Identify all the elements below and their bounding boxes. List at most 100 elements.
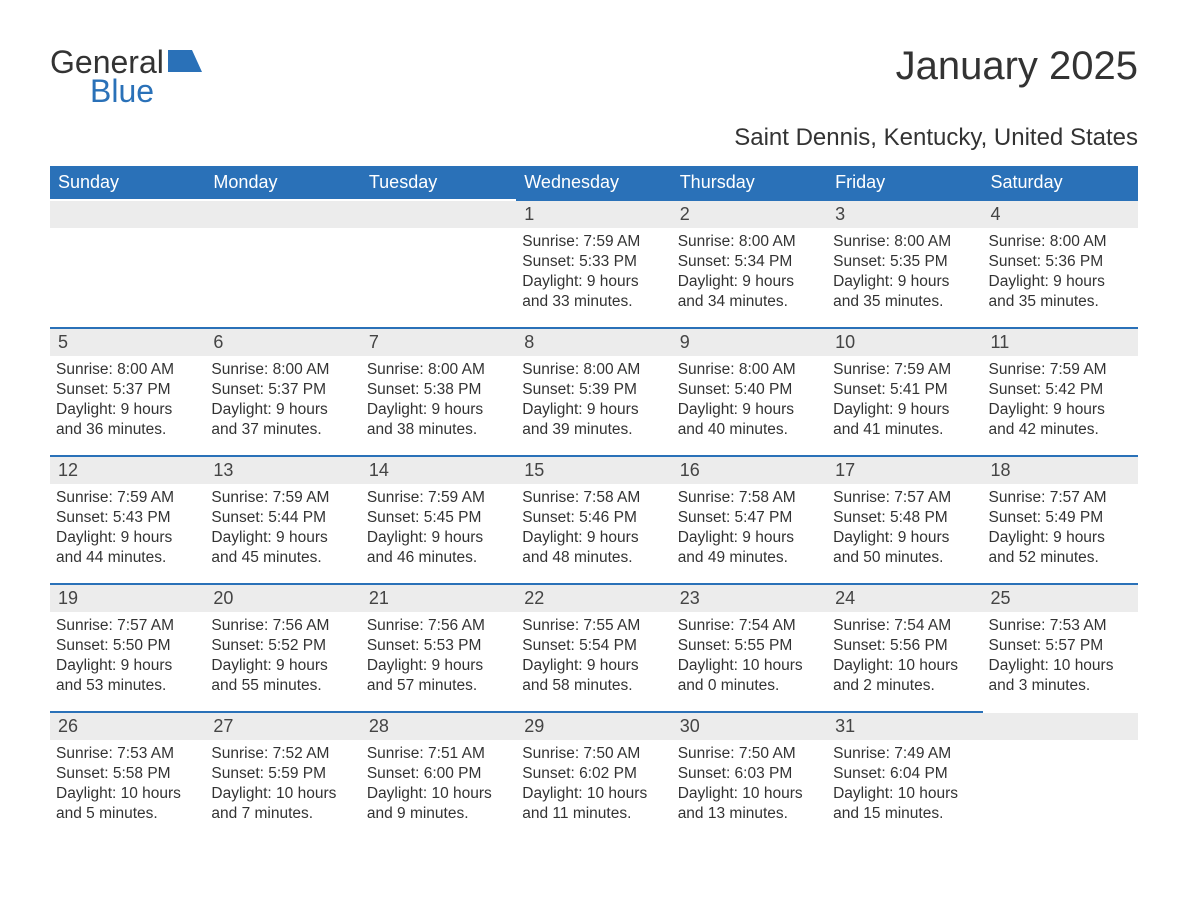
calendar-day-cell: 16Sunrise: 7:58 AMSunset: 5:47 PMDayligh… [672, 455, 827, 583]
day-details: Sunrise: 8:00 AMSunset: 5:37 PMDaylight:… [50, 356, 205, 445]
calendar-day-cell: 18Sunrise: 7:57 AMSunset: 5:49 PMDayligh… [983, 455, 1138, 583]
day-number: 1 [516, 199, 671, 228]
day-number: 23 [672, 583, 827, 612]
day-details: Sunrise: 7:59 AMSunset: 5:41 PMDaylight:… [827, 356, 982, 445]
calendar-day-cell: 6Sunrise: 8:00 AMSunset: 5:37 PMDaylight… [205, 327, 360, 455]
calendar-day-cell: 31Sunrise: 7:49 AMSunset: 6:04 PMDayligh… [827, 711, 982, 839]
day-number: 15 [516, 455, 671, 484]
logo: General Blue [50, 44, 202, 110]
day-number: 26 [50, 711, 205, 740]
day-details: Sunrise: 8:00 AMSunset: 5:34 PMDaylight:… [672, 228, 827, 317]
logo-shape-icon [168, 50, 202, 76]
day-details: Sunrise: 7:55 AMSunset: 5:54 PMDaylight:… [516, 612, 671, 701]
calendar-day-cell: 28Sunrise: 7:51 AMSunset: 6:00 PMDayligh… [361, 711, 516, 839]
day-number: 19 [50, 583, 205, 612]
calendar-week-row: 26Sunrise: 7:53 AMSunset: 5:58 PMDayligh… [50, 711, 1138, 839]
day-details: Sunrise: 7:59 AMSunset: 5:44 PMDaylight:… [205, 484, 360, 573]
day-number: 10 [827, 327, 982, 356]
weekday-header: Sunday [50, 166, 205, 199]
weekday-header: Friday [827, 166, 982, 199]
day-number: 31 [827, 711, 982, 740]
page-title: January 2025 [896, 44, 1138, 89]
day-number: 3 [827, 199, 982, 228]
day-details: Sunrise: 7:52 AMSunset: 5:59 PMDaylight:… [205, 740, 360, 829]
calendar-day-cell: 20Sunrise: 7:56 AMSunset: 5:52 PMDayligh… [205, 583, 360, 711]
day-details: Sunrise: 7:58 AMSunset: 5:46 PMDaylight:… [516, 484, 671, 573]
day-number: 22 [516, 583, 671, 612]
weekday-header: Tuesday [361, 166, 516, 199]
calendar-day-cell: 3Sunrise: 8:00 AMSunset: 5:35 PMDaylight… [827, 199, 982, 327]
calendar-day-cell: 4Sunrise: 8:00 AMSunset: 5:36 PMDaylight… [983, 199, 1138, 327]
day-number: 30 [672, 711, 827, 740]
day-details: Sunrise: 7:54 AMSunset: 5:55 PMDaylight:… [672, 612, 827, 701]
day-number: 21 [361, 583, 516, 612]
day-details: Sunrise: 7:50 AMSunset: 6:03 PMDaylight:… [672, 740, 827, 829]
calendar-day-cell: 27Sunrise: 7:52 AMSunset: 5:59 PMDayligh… [205, 711, 360, 839]
day-details: Sunrise: 8:00 AMSunset: 5:36 PMDaylight:… [983, 228, 1138, 317]
calendar-table: SundayMondayTuesdayWednesdayThursdayFrid… [50, 166, 1138, 839]
day-details: Sunrise: 7:50 AMSunset: 6:02 PMDaylight:… [516, 740, 671, 829]
day-number: 28 [361, 711, 516, 740]
day-details: Sunrise: 8:00 AMSunset: 5:37 PMDaylight:… [205, 356, 360, 445]
calendar-day-cell [205, 199, 360, 327]
calendar-day-cell: 30Sunrise: 7:50 AMSunset: 6:03 PMDayligh… [672, 711, 827, 839]
weekday-header: Thursday [672, 166, 827, 199]
day-number: 11 [983, 327, 1138, 356]
day-number: 7 [361, 327, 516, 356]
day-details: Sunrise: 7:58 AMSunset: 5:47 PMDaylight:… [672, 484, 827, 573]
day-details: Sunrise: 7:59 AMSunset: 5:33 PMDaylight:… [516, 228, 671, 317]
day-details: Sunrise: 7:59 AMSunset: 5:42 PMDaylight:… [983, 356, 1138, 445]
day-number: 16 [672, 455, 827, 484]
calendar-day-cell: 24Sunrise: 7:54 AMSunset: 5:56 PMDayligh… [827, 583, 982, 711]
day-number: 4 [983, 199, 1138, 228]
calendar-day-cell: 2Sunrise: 8:00 AMSunset: 5:34 PMDaylight… [672, 199, 827, 327]
day-details: Sunrise: 8:00 AMSunset: 5:38 PMDaylight:… [361, 356, 516, 445]
header-row: General Blue January 2025 [50, 44, 1138, 110]
calendar-day-cell: 13Sunrise: 7:59 AMSunset: 5:44 PMDayligh… [205, 455, 360, 583]
day-details: Sunrise: 7:57 AMSunset: 5:48 PMDaylight:… [827, 484, 982, 573]
day-number: 8 [516, 327, 671, 356]
day-details: Sunrise: 7:59 AMSunset: 5:43 PMDaylight:… [50, 484, 205, 573]
day-number: 14 [361, 455, 516, 484]
calendar-day-cell: 8Sunrise: 8:00 AMSunset: 5:39 PMDaylight… [516, 327, 671, 455]
day-details: Sunrise: 7:56 AMSunset: 5:53 PMDaylight:… [361, 612, 516, 701]
day-details: Sunrise: 8:00 AMSunset: 5:35 PMDaylight:… [827, 228, 982, 317]
page-subtitle: Saint Dennis, Kentucky, United States [50, 124, 1138, 152]
calendar-day-cell [361, 199, 516, 327]
calendar-day-cell: 21Sunrise: 7:56 AMSunset: 5:53 PMDayligh… [361, 583, 516, 711]
day-number-empty [205, 199, 360, 228]
day-number: 5 [50, 327, 205, 356]
day-details: Sunrise: 8:00 AMSunset: 5:40 PMDaylight:… [672, 356, 827, 445]
calendar-day-cell [50, 199, 205, 327]
weekday-header: Wednesday [516, 166, 671, 199]
calendar-day-cell: 12Sunrise: 7:59 AMSunset: 5:43 PMDayligh… [50, 455, 205, 583]
day-details: Sunrise: 8:00 AMSunset: 5:39 PMDaylight:… [516, 356, 671, 445]
logo-text-blue: Blue [90, 73, 202, 110]
day-details: Sunrise: 7:56 AMSunset: 5:52 PMDaylight:… [205, 612, 360, 701]
day-number: 2 [672, 199, 827, 228]
calendar-week-row: 5Sunrise: 8:00 AMSunset: 5:37 PMDaylight… [50, 327, 1138, 455]
weekday-header: Saturday [983, 166, 1138, 199]
calendar-week-row: 1Sunrise: 7:59 AMSunset: 5:33 PMDaylight… [50, 199, 1138, 327]
calendar-day-cell: 10Sunrise: 7:59 AMSunset: 5:41 PMDayligh… [827, 327, 982, 455]
day-details: Sunrise: 7:53 AMSunset: 5:57 PMDaylight:… [983, 612, 1138, 701]
day-number: 24 [827, 583, 982, 612]
calendar-day-cell: 22Sunrise: 7:55 AMSunset: 5:54 PMDayligh… [516, 583, 671, 711]
calendar-day-cell: 19Sunrise: 7:57 AMSunset: 5:50 PMDayligh… [50, 583, 205, 711]
day-details: Sunrise: 7:53 AMSunset: 5:58 PMDaylight:… [50, 740, 205, 829]
calendar-day-cell: 26Sunrise: 7:53 AMSunset: 5:58 PMDayligh… [50, 711, 205, 839]
day-details: Sunrise: 7:49 AMSunset: 6:04 PMDaylight:… [827, 740, 982, 829]
day-number: 9 [672, 327, 827, 356]
day-number: 29 [516, 711, 671, 740]
title-block: January 2025 [896, 44, 1138, 89]
day-details: Sunrise: 7:51 AMSunset: 6:00 PMDaylight:… [361, 740, 516, 829]
day-number: 20 [205, 583, 360, 612]
calendar-day-cell: 14Sunrise: 7:59 AMSunset: 5:45 PMDayligh… [361, 455, 516, 583]
day-details: Sunrise: 7:57 AMSunset: 5:49 PMDaylight:… [983, 484, 1138, 573]
day-number: 12 [50, 455, 205, 484]
calendar-day-cell: 25Sunrise: 7:53 AMSunset: 5:57 PMDayligh… [983, 583, 1138, 711]
calendar-day-cell [983, 711, 1138, 839]
calendar-day-cell: 29Sunrise: 7:50 AMSunset: 6:02 PMDayligh… [516, 711, 671, 839]
calendar-day-cell: 5Sunrise: 8:00 AMSunset: 5:37 PMDaylight… [50, 327, 205, 455]
day-details: Sunrise: 7:54 AMSunset: 5:56 PMDaylight:… [827, 612, 982, 701]
